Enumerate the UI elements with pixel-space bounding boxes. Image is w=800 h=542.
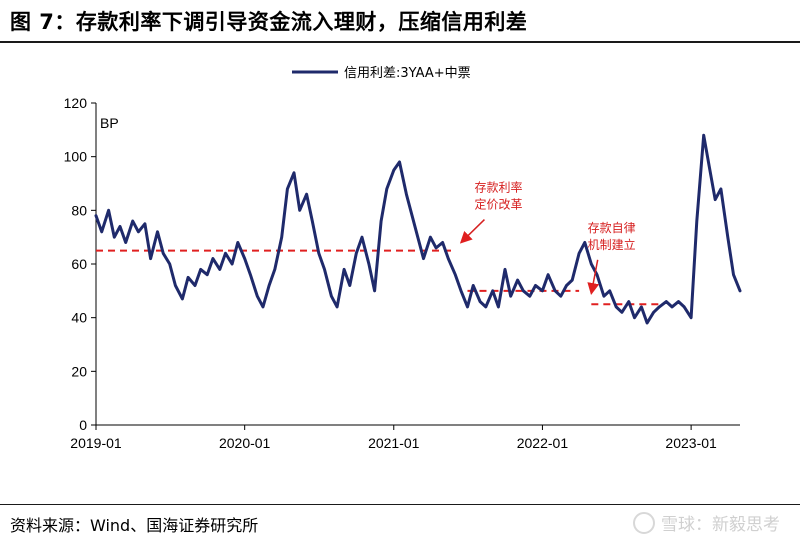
legend-label: 信用利差:3YAA+中票 — [344, 66, 471, 81]
y-tick-label: 40 — [71, 310, 87, 326]
watermark: 雪球：新毅思考 — [633, 510, 780, 536]
y-tick-label: 120 — [64, 95, 88, 111]
y-tick-label: 80 — [71, 202, 87, 218]
x-tick-label: 2021-01 — [368, 435, 420, 451]
annotation-text: 机制建立 — [588, 237, 636, 252]
x-tick-label: 2019-01 — [70, 435, 122, 451]
chart-legend: 信用利差:3YAA+中票 — [292, 66, 471, 81]
watermark-text: 雪球：新毅思考 — [661, 515, 780, 535]
figure-title: 图 7：存款利率下调引导资金流入理财，压缩信用利差 — [10, 10, 528, 34]
unit-label: BP — [100, 115, 119, 131]
y-tick-label: 100 — [64, 149, 88, 165]
y-tick-label: 60 — [71, 256, 87, 272]
annotation-text: 存款自律 — [588, 221, 636, 235]
y-tick-label: 20 — [71, 363, 87, 379]
series-line — [94, 133, 742, 325]
y-axis: 0 20 40 60 80 100 120 — [64, 95, 97, 433]
x-tick-label: 2023-01 — [665, 435, 717, 451]
annotation-text: 存款利率 — [474, 180, 522, 195]
x-axis: 2019-01 2020-01 2021-01 2022-01 2023-01 — [70, 424, 740, 451]
annotation-arrow — [587, 259, 600, 295]
header-divider — [0, 41, 800, 43]
figure-header: 图 7：存款利率下调引导资金流入理财，压缩信用利差 — [0, 0, 800, 40]
reference-lines — [96, 249, 660, 306]
series-layer — [94, 133, 742, 325]
footer-divider — [0, 504, 800, 505]
source-note: 资料来源：Wind、国海证券研究所 — [10, 516, 259, 535]
y-tick-label: 0 — [79, 417, 87, 433]
x-tick-label: 2020-01 — [219, 435, 271, 451]
snowball-logo-icon — [633, 512, 655, 534]
x-tick-label: 2022-01 — [517, 435, 569, 451]
annotation-text: 定价改革 — [474, 197, 522, 212]
annotation-arrow — [459, 219, 485, 244]
